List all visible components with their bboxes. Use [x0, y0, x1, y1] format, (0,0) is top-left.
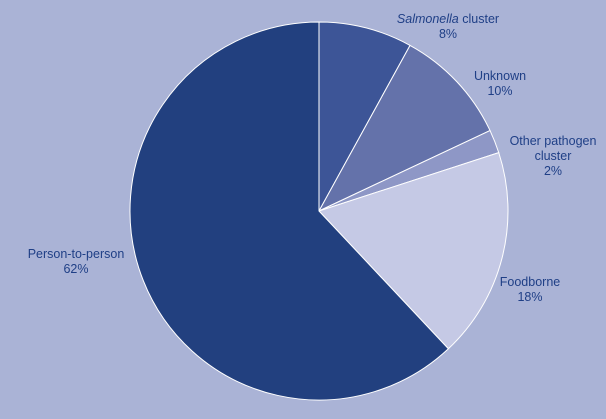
pie-slice-unknown	[317, 44, 491, 213]
label-foodborne: Foodborne 18%	[490, 275, 570, 305]
label-salmonella-cluster-value: 8%	[438, 27, 458, 41]
label-salmonella-cluster: Salmonella cluster 8%	[378, 12, 518, 42]
label-other-pathogen-cluster: Other pathogen cluster 2%	[500, 134, 606, 179]
label-person-to-person: Person-to-person 62%	[20, 247, 132, 277]
label-other-pathogen-line2: cluster	[534, 149, 572, 163]
label-foodborne-name: Foodborne	[499, 275, 561, 289]
label-unknown: Unknown 10%	[460, 69, 540, 99]
label-person-to-person-name: Person-to-person	[27, 247, 125, 261]
label-foodborne-value: 18%	[517, 290, 543, 304]
label-other-pathogen-line1: Other pathogen	[509, 134, 597, 148]
pie-slice-foodborne	[318, 151, 509, 350]
pie-slice-person-to-person	[129, 21, 450, 401]
label-unknown-name: Unknown	[473, 69, 527, 83]
label-unknown-value: 10%	[487, 84, 513, 98]
label-other-pathogen-value: 2%	[543, 164, 563, 178]
label-person-to-person-value: 62%	[63, 262, 89, 276]
pie-slice-salmonella-cluster	[318, 21, 411, 212]
label-salmonella-cluster-name: Salmonella cluster	[396, 12, 500, 26]
